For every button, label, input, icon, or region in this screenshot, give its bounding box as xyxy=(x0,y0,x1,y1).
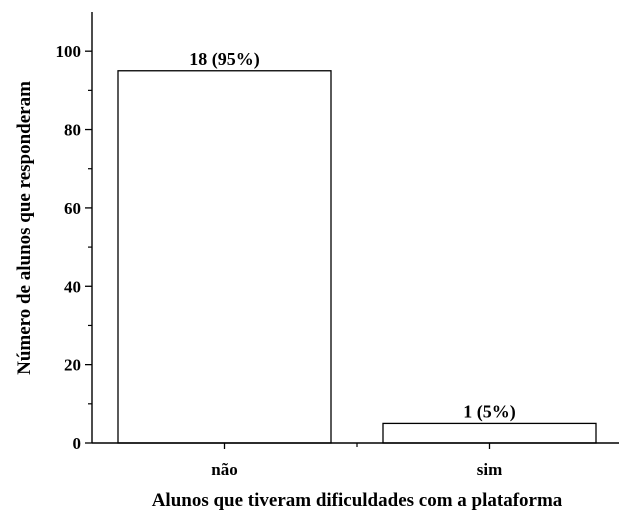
y-tick-label-0: 0 xyxy=(73,434,82,453)
y-tick-label-100: 100 xyxy=(56,42,82,61)
data-labels-group: 18 (95%) 1 (5%) xyxy=(189,49,516,423)
x-tick-label-não: não xyxy=(211,460,237,479)
bar-não xyxy=(117,70,332,444)
y-tick-label-60: 60 xyxy=(64,199,81,218)
y-tick-label-20: 20 xyxy=(64,356,81,375)
x-axis: não sim xyxy=(92,442,619,479)
x-axis-title: Alunos que tiveram dificuldades com a pl… xyxy=(152,490,563,511)
y-axis-title: Número de alunos que responderam xyxy=(14,81,35,375)
y-tick-label-40: 40 xyxy=(64,277,81,296)
x-tick-label-sim: sim xyxy=(477,460,503,479)
y-axis: 0 20 40 60 80 100 xyxy=(56,12,93,453)
y-tick-label-80: 80 xyxy=(64,121,81,140)
data-label-não: 18 (95%) xyxy=(189,49,260,70)
bars-group xyxy=(117,70,597,444)
bar-sim xyxy=(382,422,597,444)
data-label-sim: 1 (5%) xyxy=(463,401,516,422)
